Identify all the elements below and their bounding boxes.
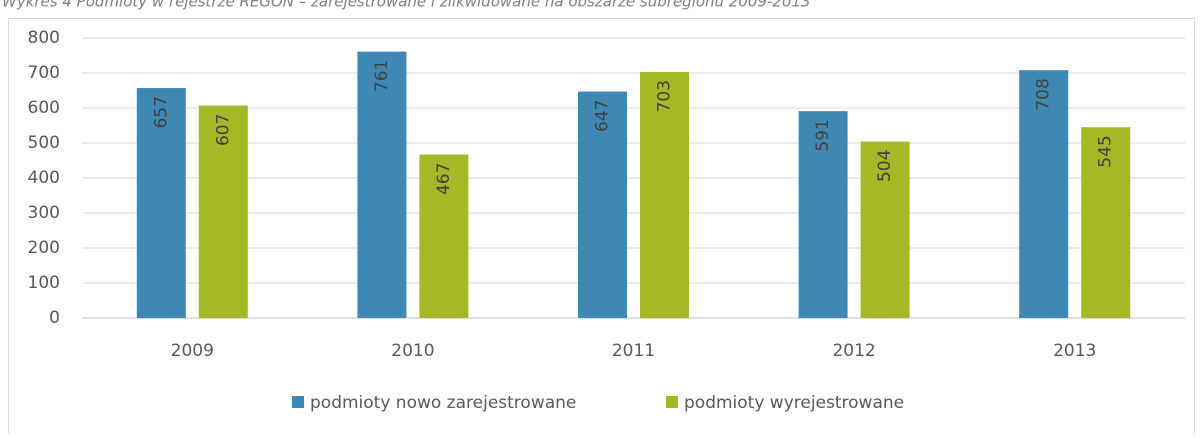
value-label: 647 — [593, 100, 613, 132]
legend-swatch — [666, 396, 678, 408]
legend-label: podmioty nowo zarejestrowane — [310, 393, 576, 413]
bar — [640, 71, 689, 318]
y-tick-label: 0 — [49, 308, 60, 328]
x-tick-label: 2009 — [171, 341, 214, 361]
value-label: 607 — [213, 114, 233, 146]
legend-swatch — [292, 396, 304, 408]
x-tick-label: 2010 — [391, 341, 434, 361]
y-tick-label: 300 — [28, 203, 60, 223]
legend-label: podmioty wyrejestrowane — [684, 393, 904, 413]
bar — [357, 51, 407, 319]
bar — [419, 154, 469, 318]
x-tick-label: 2011 — [612, 341, 655, 361]
value-label: 545 — [1096, 135, 1116, 167]
y-tick-label: 600 — [28, 98, 60, 118]
value-label: 657 — [151, 96, 171, 128]
value-label: 591 — [813, 119, 833, 151]
value-label: 761 — [372, 60, 392, 92]
y-tick-label: 800 — [28, 28, 60, 48]
y-tick-label: 200 — [28, 238, 60, 258]
value-label: 708 — [1034, 78, 1054, 110]
y-tick-label: 100 — [28, 273, 60, 293]
bar — [578, 91, 627, 318]
bar — [198, 105, 248, 318]
x-tick-label: 2012 — [832, 341, 875, 361]
bar — [1081, 127, 1131, 318]
chart-frame — [8, 18, 1195, 438]
value-label: 703 — [655, 80, 675, 112]
bar — [860, 141, 910, 318]
y-tick-label: 700 — [28, 63, 60, 83]
y-tick-label: 400 — [28, 168, 60, 188]
y-tick-label: 500 — [28, 133, 60, 153]
bar — [136, 88, 186, 318]
bar — [1019, 70, 1069, 318]
chart-title: Wykres 4 Podmioty w rejestrze REGON – za… — [2, 0, 811, 11]
bar — [798, 111, 848, 319]
value-label: 467 — [434, 163, 454, 195]
value-label: 504 — [875, 150, 895, 182]
x-tick-label: 2013 — [1053, 341, 1096, 361]
